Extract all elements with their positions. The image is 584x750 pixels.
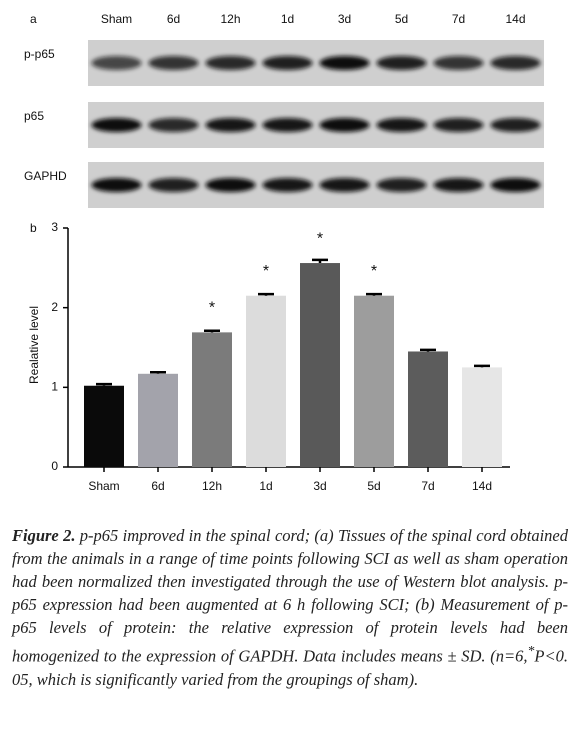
blot-band — [148, 178, 199, 192]
blot-band — [148, 56, 199, 70]
blot-band — [376, 56, 427, 70]
blot-band — [319, 118, 370, 132]
blot-band — [490, 56, 541, 70]
caption-text: p-p65 improved in the spinal cord; (a) T… — [12, 526, 568, 666]
row-label: p65 — [24, 109, 44, 123]
caption-label: Figure 2. — [12, 526, 76, 545]
significance-marker: * — [263, 263, 269, 280]
blot-band — [433, 56, 484, 70]
x-tick-label: 3d — [313, 479, 326, 493]
lane-label: 12h — [220, 12, 240, 26]
y-tick-label: 3 — [51, 220, 58, 234]
blot-band — [490, 178, 541, 192]
blot-band — [490, 118, 541, 132]
error-bar — [366, 292, 382, 296]
panel-label: b — [30, 221, 37, 235]
bar — [354, 295, 394, 467]
row-label: p-p65 — [24, 47, 55, 61]
x-tick-label: 14d — [472, 479, 492, 493]
blot-band — [205, 56, 256, 70]
blot-band — [91, 178, 142, 192]
bar — [300, 263, 340, 467]
blot-band — [148, 118, 199, 132]
blot-band — [433, 118, 484, 132]
bar — [138, 373, 178, 467]
x-tick-label: 12h — [202, 479, 222, 493]
figure: a b Realative level Sham 6d 12h 1d 3d 5d 7d 14d… — [24, 12, 544, 493]
blot-band — [262, 178, 313, 192]
significance-marker: * — [371, 263, 377, 280]
x-tick-label: 6d — [151, 479, 164, 493]
x-tick-label: 7d — [421, 479, 434, 493]
error-bar — [150, 370, 166, 374]
blot-band — [376, 178, 427, 192]
error-bar — [96, 382, 112, 386]
x-tick-label: 5d — [367, 479, 380, 493]
bar — [84, 385, 124, 467]
panel-label: a — [30, 12, 37, 26]
lane-label: 1d — [281, 12, 294, 26]
lane-label: 5d — [395, 12, 408, 26]
y-tick-label: 1 — [51, 380, 58, 394]
error-bar — [312, 258, 328, 264]
y-axis-label: Realative level — [27, 306, 41, 384]
caption: Figure 2. p-p65 improved in the spinal c… — [12, 524, 568, 691]
error-bar — [258, 292, 274, 296]
row-label: GAPHD — [24, 169, 67, 183]
y-tick-label: 0 — [51, 459, 58, 473]
error-bar — [420, 348, 436, 352]
blot-band — [262, 118, 313, 132]
blot-band — [433, 178, 484, 192]
lane-label: 6d — [167, 12, 180, 26]
significance-marker: * — [209, 300, 215, 317]
error-bar — [204, 329, 220, 333]
significance-marker: * — [317, 230, 323, 247]
bar — [462, 367, 502, 467]
lane-label: 3d — [338, 12, 351, 26]
error-bar — [474, 364, 490, 368]
blot-band — [319, 178, 370, 192]
x-tick-label: 1d — [259, 479, 272, 493]
lane-label: 7d — [452, 12, 465, 26]
blot-band — [205, 118, 256, 132]
bar — [192, 332, 232, 467]
blot-band — [205, 178, 256, 192]
lane-label: Sham — [101, 12, 132, 26]
caption-text: P<0. 05, which is significantly varied f… — [12, 646, 568, 689]
x-tick-label: Sham — [88, 479, 119, 493]
bar — [408, 351, 448, 467]
blot-band — [376, 118, 427, 132]
bar — [246, 295, 286, 467]
blot-band — [91, 118, 142, 132]
blot-band — [91, 56, 142, 70]
blot-band — [319, 56, 370, 70]
y-tick-label: 2 — [51, 300, 58, 314]
lane-label: 14d — [505, 12, 525, 26]
blot-band — [262, 56, 313, 70]
caption-superscript: * — [527, 643, 535, 658]
